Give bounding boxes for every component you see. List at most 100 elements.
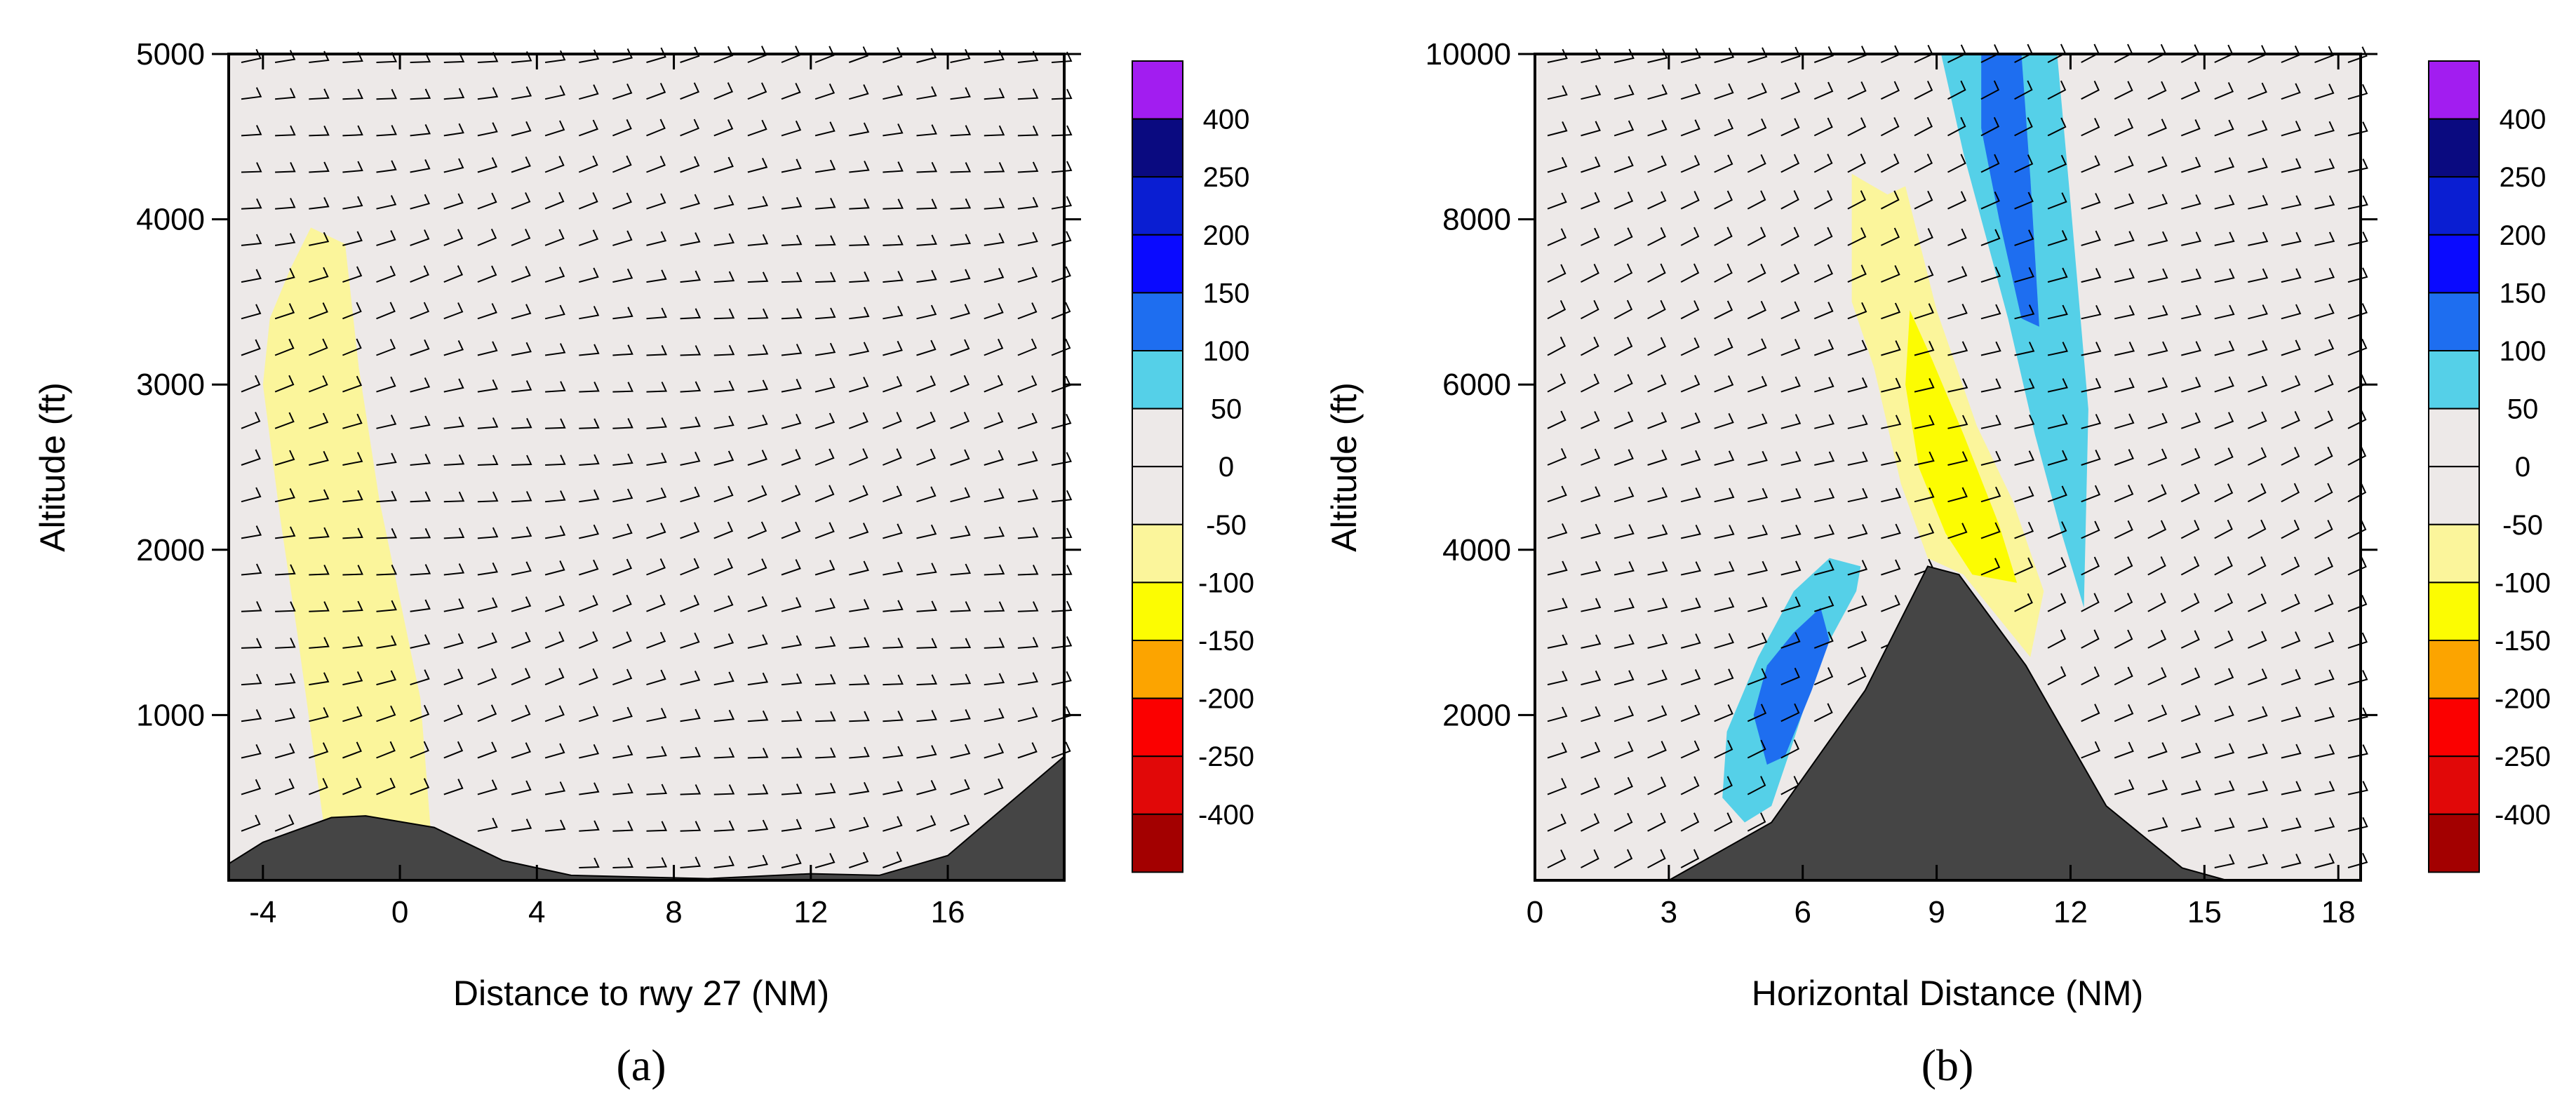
wind-barb bbox=[376, 265, 396, 283]
wind-barb bbox=[1547, 671, 1568, 686]
wind-barb bbox=[241, 744, 262, 759]
wind-barb bbox=[2248, 706, 2268, 722]
wind-barb bbox=[815, 673, 836, 686]
wind-barb bbox=[747, 596, 767, 612]
wind-barb bbox=[2147, 304, 2168, 320]
wind-barb bbox=[1581, 156, 1601, 173]
wind-barb bbox=[2114, 231, 2135, 246]
wind-barb bbox=[1017, 196, 1039, 210]
panel-b-colorbar-swatch bbox=[2428, 581, 2480, 642]
wind-barb bbox=[1747, 812, 1766, 832]
wind-barb bbox=[1680, 704, 1700, 722]
wind-barb bbox=[2314, 706, 2335, 722]
wind-barb bbox=[1714, 739, 1733, 759]
wind-barb bbox=[578, 119, 598, 137]
wind-barb bbox=[443, 88, 465, 100]
wind-barb bbox=[1714, 375, 1734, 393]
panel-b-colorbar-label: 0 bbox=[2515, 452, 2530, 483]
wind-barb bbox=[511, 417, 532, 429]
wind-barb bbox=[1647, 412, 1668, 429]
panel-b-colorbar-label: 400 bbox=[2500, 105, 2547, 135]
wind-barb bbox=[646, 155, 666, 173]
wind-barb bbox=[2180, 412, 2201, 429]
panel-a-colorbar-swatch bbox=[1132, 234, 1183, 294]
wind-barb bbox=[1714, 300, 1733, 320]
wind-barb bbox=[511, 596, 532, 612]
wind-barb bbox=[342, 600, 363, 612]
wind-barb bbox=[916, 448, 937, 466]
wind-barb bbox=[646, 488, 667, 503]
wind-barb bbox=[1780, 339, 1801, 356]
wind-barb bbox=[1547, 121, 1568, 137]
wind-barb bbox=[1051, 671, 1072, 686]
panel-a-colorbar-swatch bbox=[1132, 697, 1183, 758]
wind-barb bbox=[950, 525, 971, 539]
wind-barb bbox=[747, 710, 769, 722]
wind-barb bbox=[477, 632, 497, 649]
wind-barb bbox=[1780, 524, 1802, 539]
wind-barb bbox=[2081, 741, 2101, 759]
wind-barb bbox=[2314, 195, 2335, 210]
wind-barb bbox=[1747, 560, 1768, 576]
wind-barb bbox=[241, 449, 261, 466]
wind-barb bbox=[544, 85, 565, 100]
wind-barb bbox=[1647, 300, 1666, 320]
wind-barb bbox=[849, 816, 869, 832]
wind-barb bbox=[814, 485, 835, 503]
wind-barb bbox=[1051, 88, 1073, 100]
wind-barb bbox=[1780, 376, 1801, 393]
wind-barb bbox=[1947, 191, 1967, 210]
wind-barb bbox=[950, 779, 970, 795]
wind-barb bbox=[511, 156, 531, 173]
wind-barb bbox=[1814, 451, 1835, 466]
wind-barb bbox=[1581, 85, 1602, 100]
wind-barb bbox=[2047, 629, 2067, 649]
wind-barb bbox=[713, 308, 735, 320]
wind-barb bbox=[1880, 153, 1900, 173]
panel-b-colorbar-swatch bbox=[2428, 466, 2480, 525]
wind-barb bbox=[1914, 377, 1935, 393]
wind-barb bbox=[410, 265, 429, 283]
wind-barb bbox=[612, 230, 633, 246]
wind-barb bbox=[274, 526, 296, 539]
panel-a-plot-frame bbox=[227, 53, 1066, 882]
wind-barb bbox=[342, 161, 363, 173]
wind-barb bbox=[274, 743, 295, 759]
wind-barb bbox=[443, 302, 464, 320]
wind-barb bbox=[241, 198, 262, 210]
wind-barb bbox=[1780, 264, 1800, 283]
wind-barb bbox=[781, 819, 803, 832]
wind-barb bbox=[1714, 263, 1733, 283]
wind-barb bbox=[545, 381, 566, 393]
wind-barb bbox=[2081, 704, 2100, 722]
wind-barb bbox=[2347, 231, 2368, 246]
wind-barb bbox=[1017, 412, 1038, 429]
wind-barb bbox=[376, 452, 397, 466]
panel-a-colorbar-label: -150 bbox=[1198, 626, 1254, 657]
wind-barb bbox=[713, 558, 734, 576]
wind-barb bbox=[2248, 668, 2268, 686]
wind-barb bbox=[2314, 158, 2335, 173]
wind-barb bbox=[579, 559, 599, 576]
wind-barb bbox=[781, 747, 803, 759]
wind-barb bbox=[1780, 632, 1801, 649]
wind-barb bbox=[2347, 121, 2368, 137]
wind-barb bbox=[2214, 340, 2235, 356]
wind-barb bbox=[2014, 415, 2035, 429]
wind-barb bbox=[984, 743, 1005, 759]
wind-barb bbox=[814, 342, 836, 356]
wind-barb bbox=[544, 668, 565, 686]
wind-barb bbox=[747, 82, 767, 100]
wind-barb bbox=[342, 706, 363, 722]
wind-barb bbox=[2014, 557, 2034, 576]
wind-barb bbox=[511, 491, 532, 503]
wind-barb bbox=[1747, 83, 1767, 100]
wind-barb bbox=[612, 631, 632, 649]
wind-barb bbox=[1547, 634, 1568, 649]
wind-barb bbox=[376, 741, 396, 759]
wind-barb bbox=[241, 412, 261, 429]
wind-barb bbox=[410, 634, 431, 649]
wind-barb bbox=[274, 303, 295, 320]
wind-barb bbox=[1747, 450, 1768, 466]
